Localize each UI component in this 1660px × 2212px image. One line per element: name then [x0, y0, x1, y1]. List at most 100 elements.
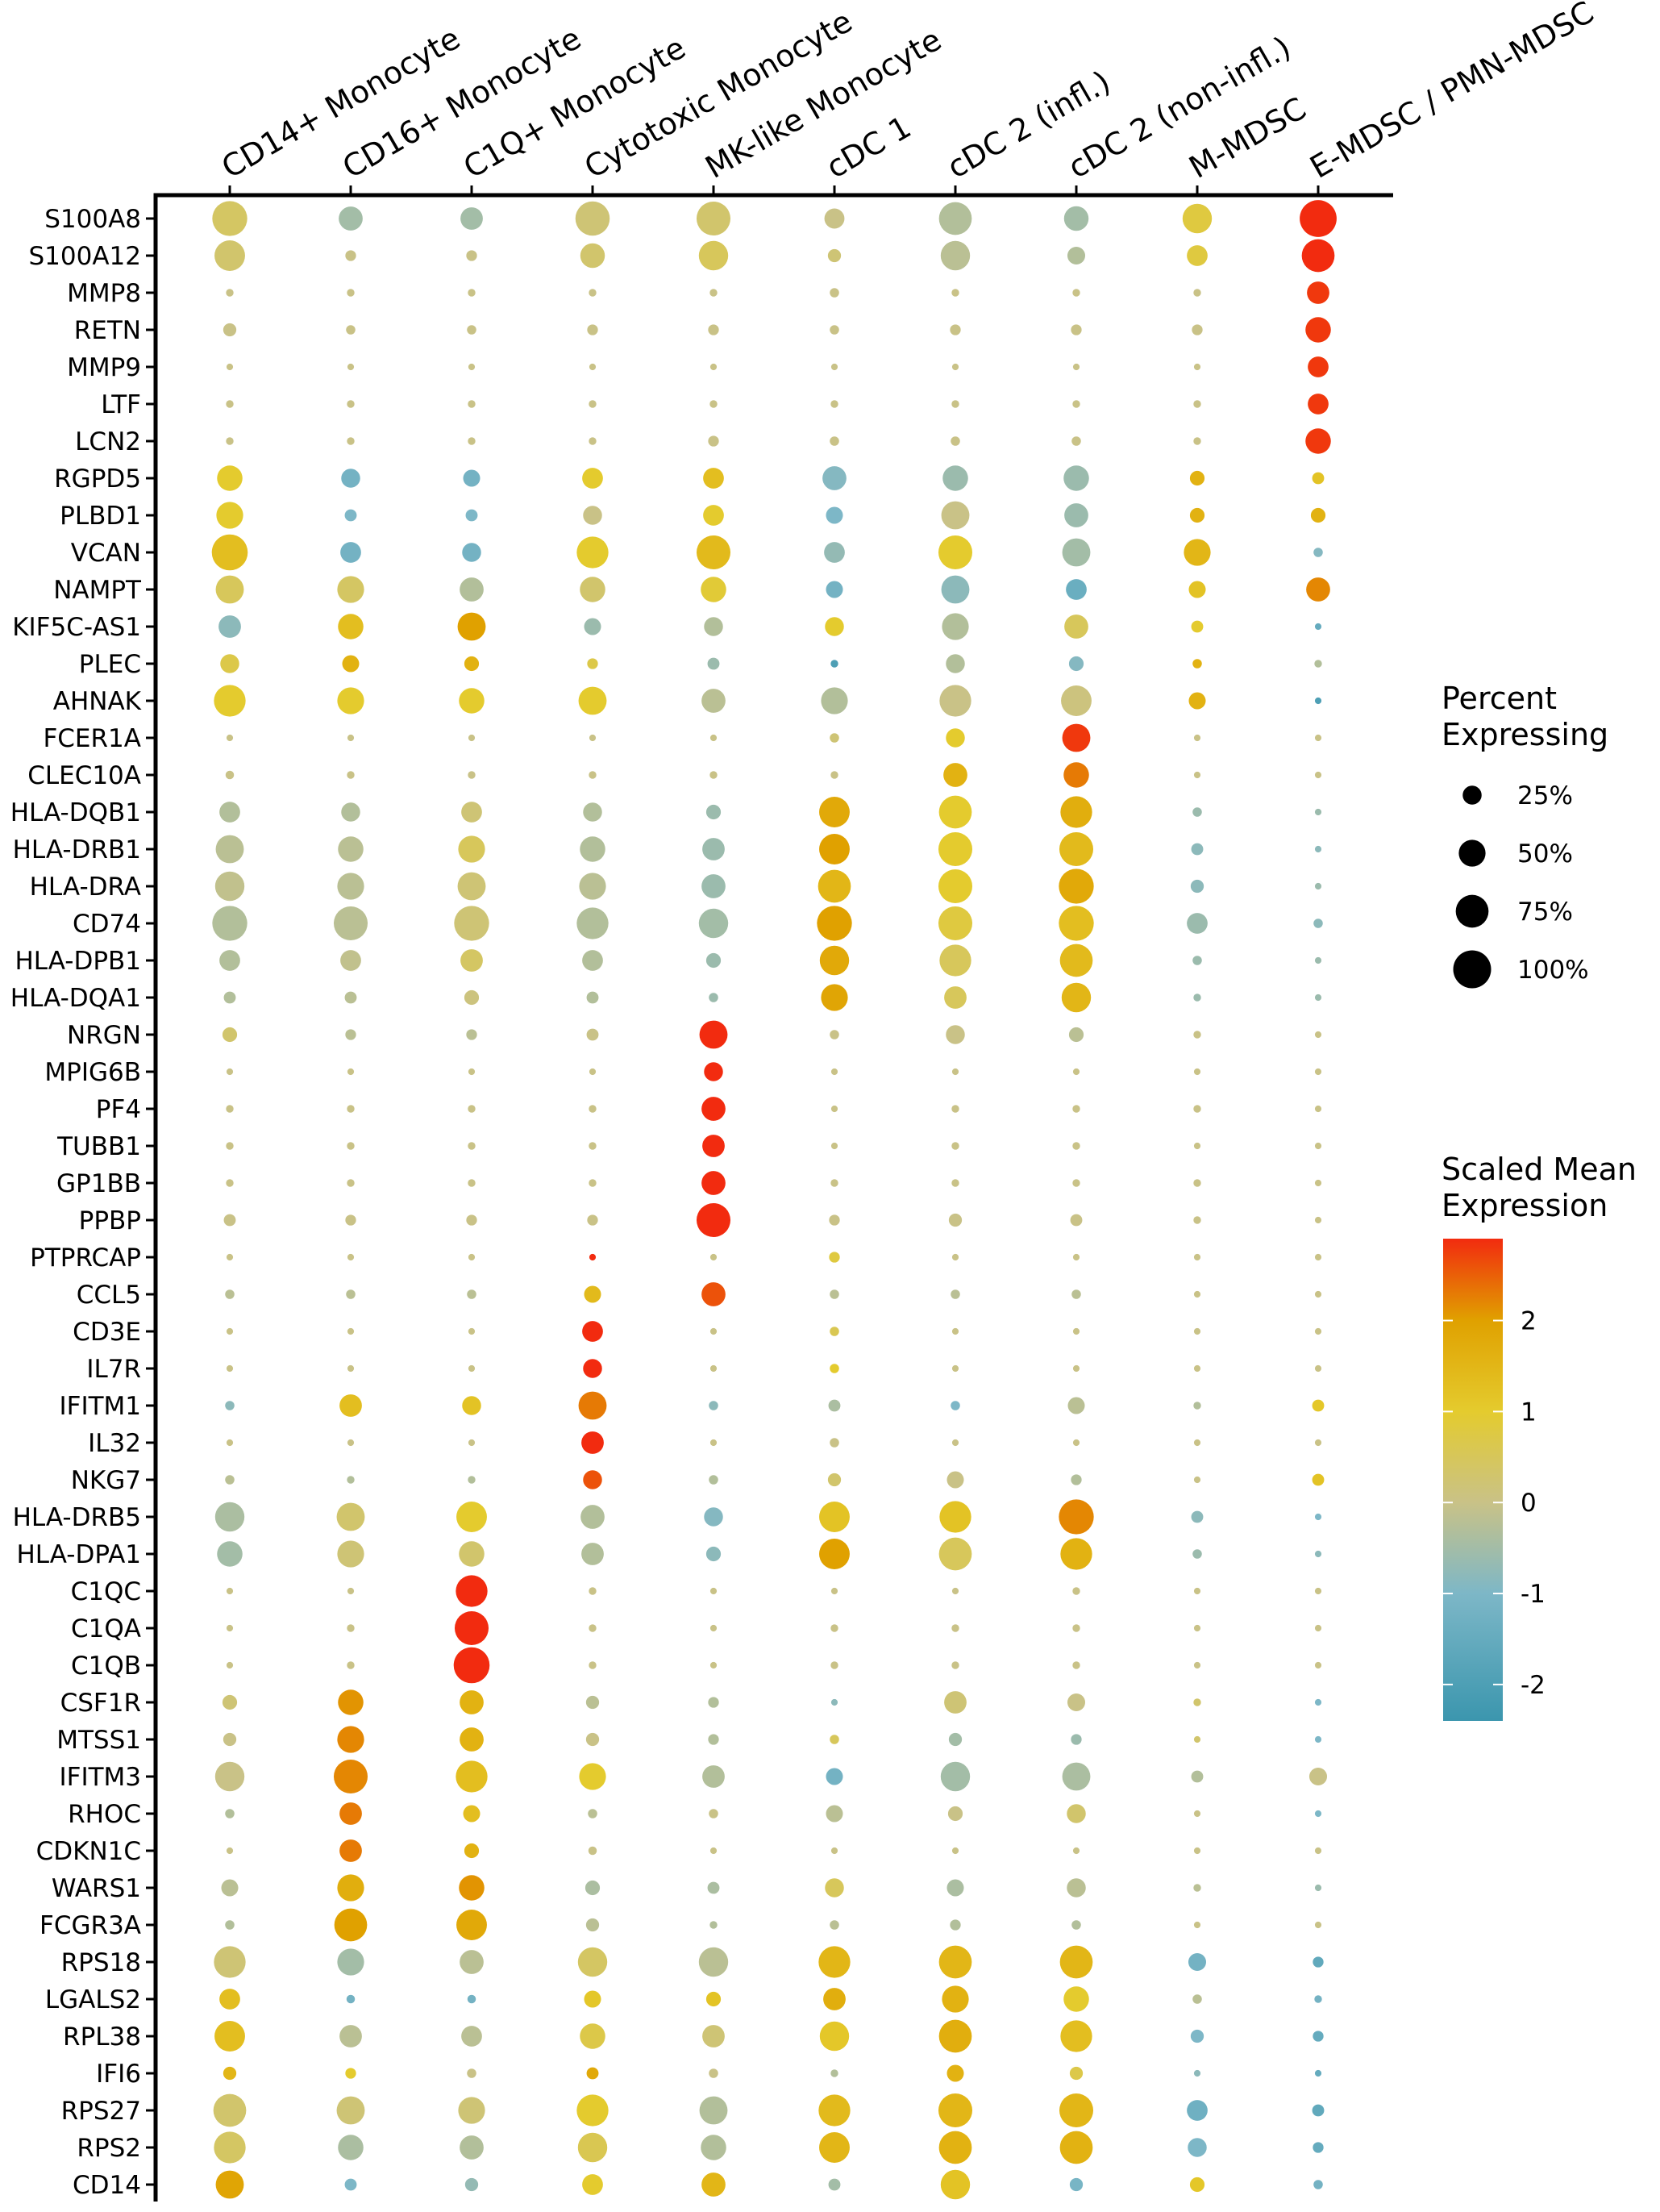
dot-rps2-c1q-monocyte — [460, 2135, 484, 2160]
dot-retn-cdc-1 — [830, 325, 839, 335]
dot-plec-cdc-1 — [830, 660, 838, 668]
dot-il32-c1q-monocyte — [468, 1439, 476, 1447]
dot-hla-drb5-cdc-2-infl — [939, 1501, 971, 1533]
dot-tubb1-cdc-2-infl — [951, 1142, 959, 1150]
dot-hla-dpb1-cdc-2-infl — [939, 944, 971, 977]
row-label-ifitm3: IFITM3 — [59, 1763, 141, 1792]
dot-rpl38-cdc-2-infl — [938, 2019, 972, 2053]
dot-vcan-cd14-monocyte — [211, 534, 248, 571]
dot-clec10a-cytotoxic-monocyte — [589, 771, 597, 779]
dot-rps18-cytotoxic-monocyte — [577, 1947, 608, 1977]
dot-ifitm3-cdc-1 — [826, 1768, 843, 1785]
dot-il32-cdc-2-infl — [951, 1439, 959, 1447]
dot-il7r-cdc-2-non-infl — [1072, 1364, 1080, 1373]
dot-plbd1-mk-like-monocyte — [703, 505, 724, 526]
dot-rhoc-m-mdsc — [1193, 1810, 1201, 1818]
dot-rps27-cd16-monocyte — [336, 2096, 365, 2125]
dot-c1qa-cd16-monocyte — [347, 1624, 355, 1632]
dot-cd3e-e-mdsc-pmn-mdsc — [1314, 1327, 1322, 1335]
dot-rpl38-cd14-monocyte — [214, 2021, 245, 2052]
dot-lcn2-cd16-monocyte — [347, 437, 355, 445]
dot-mpig6b-cytotoxic-monocyte — [589, 1068, 597, 1076]
dot-hla-dra-cd16-monocyte — [337, 873, 364, 900]
size-legend-dot-75 — [1455, 894, 1489, 928]
dot-cd3e-mk-like-monocyte — [709, 1327, 718, 1335]
dot-ccl5-e-mdsc-pmn-mdsc — [1314, 1290, 1322, 1298]
dot-ppbp-m-mdsc — [1193, 1216, 1201, 1224]
row-label-il32: IL32 — [88, 1429, 141, 1458]
dot-cdkn1c-cytotoxic-monocyte — [588, 1846, 597, 1856]
dot-hla-dqb1-cd16-monocyte — [341, 802, 360, 822]
dot-clec10a-cdc-2-non-infl — [1063, 762, 1089, 788]
dot-tubb1-m-mdsc — [1193, 1142, 1201, 1150]
row-label-mmp9: MMP9 — [67, 353, 141, 382]
dot-cd74-cd14-monocyte — [212, 906, 248, 941]
dot-retn-cdc-2-infl — [950, 324, 961, 335]
dot-rps2-e-mdsc-pmn-mdsc — [1313, 2142, 1324, 2153]
dot-mmp8-c1q-monocyte — [468, 289, 476, 297]
dot-rhoc-cd16-monocyte — [339, 1802, 362, 1825]
dot-nkg7-mk-like-monocyte — [709, 1475, 718, 1485]
dot-hla-dpb1-mk-like-monocyte — [705, 952, 722, 969]
dot-hla-drb1-cd14-monocyte — [215, 835, 244, 864]
dot-plbd1-e-mdsc-pmn-mdsc — [1310, 507, 1326, 523]
dot-plec-mk-like-monocyte — [707, 657, 720, 670]
dot-hla-dqb1-e-mdsc-pmn-mdsc — [1314, 808, 1322, 816]
dot-retn-c1q-monocyte — [467, 325, 476, 335]
dot-ifi6-cd16-monocyte — [345, 2068, 356, 2079]
row-label-ccl5: CCL5 — [77, 1281, 141, 1310]
dot-ifi6-mk-like-monocyte — [709, 2068, 718, 2078]
size-legend-items: 25% 50% 75% 100% — [1453, 781, 1589, 989]
dot-cd14-cdc-2-infl — [940, 2169, 971, 2200]
dot-mtss1-cytotoxic-monocyte — [585, 1732, 600, 1747]
dot-mtss1-cd16-monocyte — [337, 1726, 364, 1753]
dot-cd74-cdc-2-infl — [938, 906, 973, 941]
dot-ifitm3-e-mdsc-pmn-mdsc — [1308, 1767, 1328, 1786]
dot-mmp8-m-mdsc — [1193, 289, 1201, 297]
row-label-nrgn: NRGN — [67, 1021, 141, 1050]
dot-hla-dra-cytotoxic-monocyte — [579, 873, 606, 900]
dot-ltf-cd16-monocyte — [347, 400, 355, 408]
dot-mpig6b-cd14-monocyte — [226, 1068, 234, 1076]
dot-vcan-e-mdsc-pmn-mdsc — [1313, 548, 1323, 557]
dot-cd3e-cd16-monocyte — [347, 1327, 355, 1335]
dot-hla-dqa1-c1q-monocyte — [464, 989, 480, 1006]
dot-wars1-m-mdsc — [1193, 1884, 1201, 1892]
dot-retn-cytotoxic-monocyte — [587, 324, 598, 335]
dot-rhoc-cdc-2-non-infl — [1067, 1804, 1086, 1823]
dot-il32-cd16-monocyte — [347, 1439, 355, 1447]
dot-hla-dra-mk-like-monocyte — [701, 874, 726, 898]
dot-rps27-cdc-2-non-infl — [1059, 2093, 1094, 2128]
dot-plec-cd16-monocyte — [342, 655, 360, 673]
dot-plec-cd14-monocyte — [220, 654, 239, 673]
row-label-nkg7: NKG7 — [71, 1466, 141, 1495]
dot-mtss1-cd14-monocyte — [223, 1732, 237, 1747]
dot-mmp9-m-mdsc — [1193, 363, 1201, 371]
dot-csf1r-cd16-monocyte — [338, 1689, 364, 1715]
dot-rgpd5-cdc-1 — [822, 466, 847, 490]
dot-mtss1-c1q-monocyte — [460, 1727, 484, 1752]
dot-pf4-mk-like-monocyte — [701, 1097, 726, 1121]
dot-tubb1-c1q-monocyte — [468, 1142, 476, 1150]
dot-fcer1a-cdc-1 — [830, 733, 839, 743]
dot-gp1bb-cytotoxic-monocyte — [589, 1179, 597, 1187]
dot-gp1bb-e-mdsc-pmn-mdsc — [1314, 1179, 1322, 1187]
dot-hla-drb5-e-mdsc-pmn-mdsc — [1314, 1513, 1322, 1521]
dot-ifitm3-mk-like-monocyte — [702, 1765, 725, 1788]
dot-s100a12-cd14-monocyte — [214, 240, 245, 271]
dot-mmp9-cdc-2-infl — [951, 363, 959, 371]
dot-s100a12-cdc-2-non-infl — [1067, 246, 1086, 265]
dot-nkg7-cytotoxic-monocyte — [583, 1470, 602, 1489]
dot-plec-c1q-monocyte — [464, 656, 480, 672]
dot-c1qc-c1q-monocyte — [456, 1575, 488, 1607]
dot-wars1-cdc-2-non-infl — [1067, 1878, 1086, 1897]
dot-plec-cytotoxic-monocyte — [587, 658, 598, 669]
colorbar-label: -1 — [1521, 1580, 1546, 1609]
dot-ptprcap-e-mdsc-pmn-mdsc — [1314, 1253, 1322, 1261]
dot-fcer1a-cdc-2-non-infl — [1062, 723, 1091, 752]
row-label-vcan: VCAN — [71, 539, 141, 568]
dot-rps27-cdc-1 — [818, 2094, 851, 2127]
dot-fcgr3a-cytotoxic-monocyte — [585, 1918, 600, 1932]
dot-hla-dra-cdc-1 — [818, 869, 851, 903]
dot-cd14-cd14-monocyte — [215, 2170, 244, 2199]
